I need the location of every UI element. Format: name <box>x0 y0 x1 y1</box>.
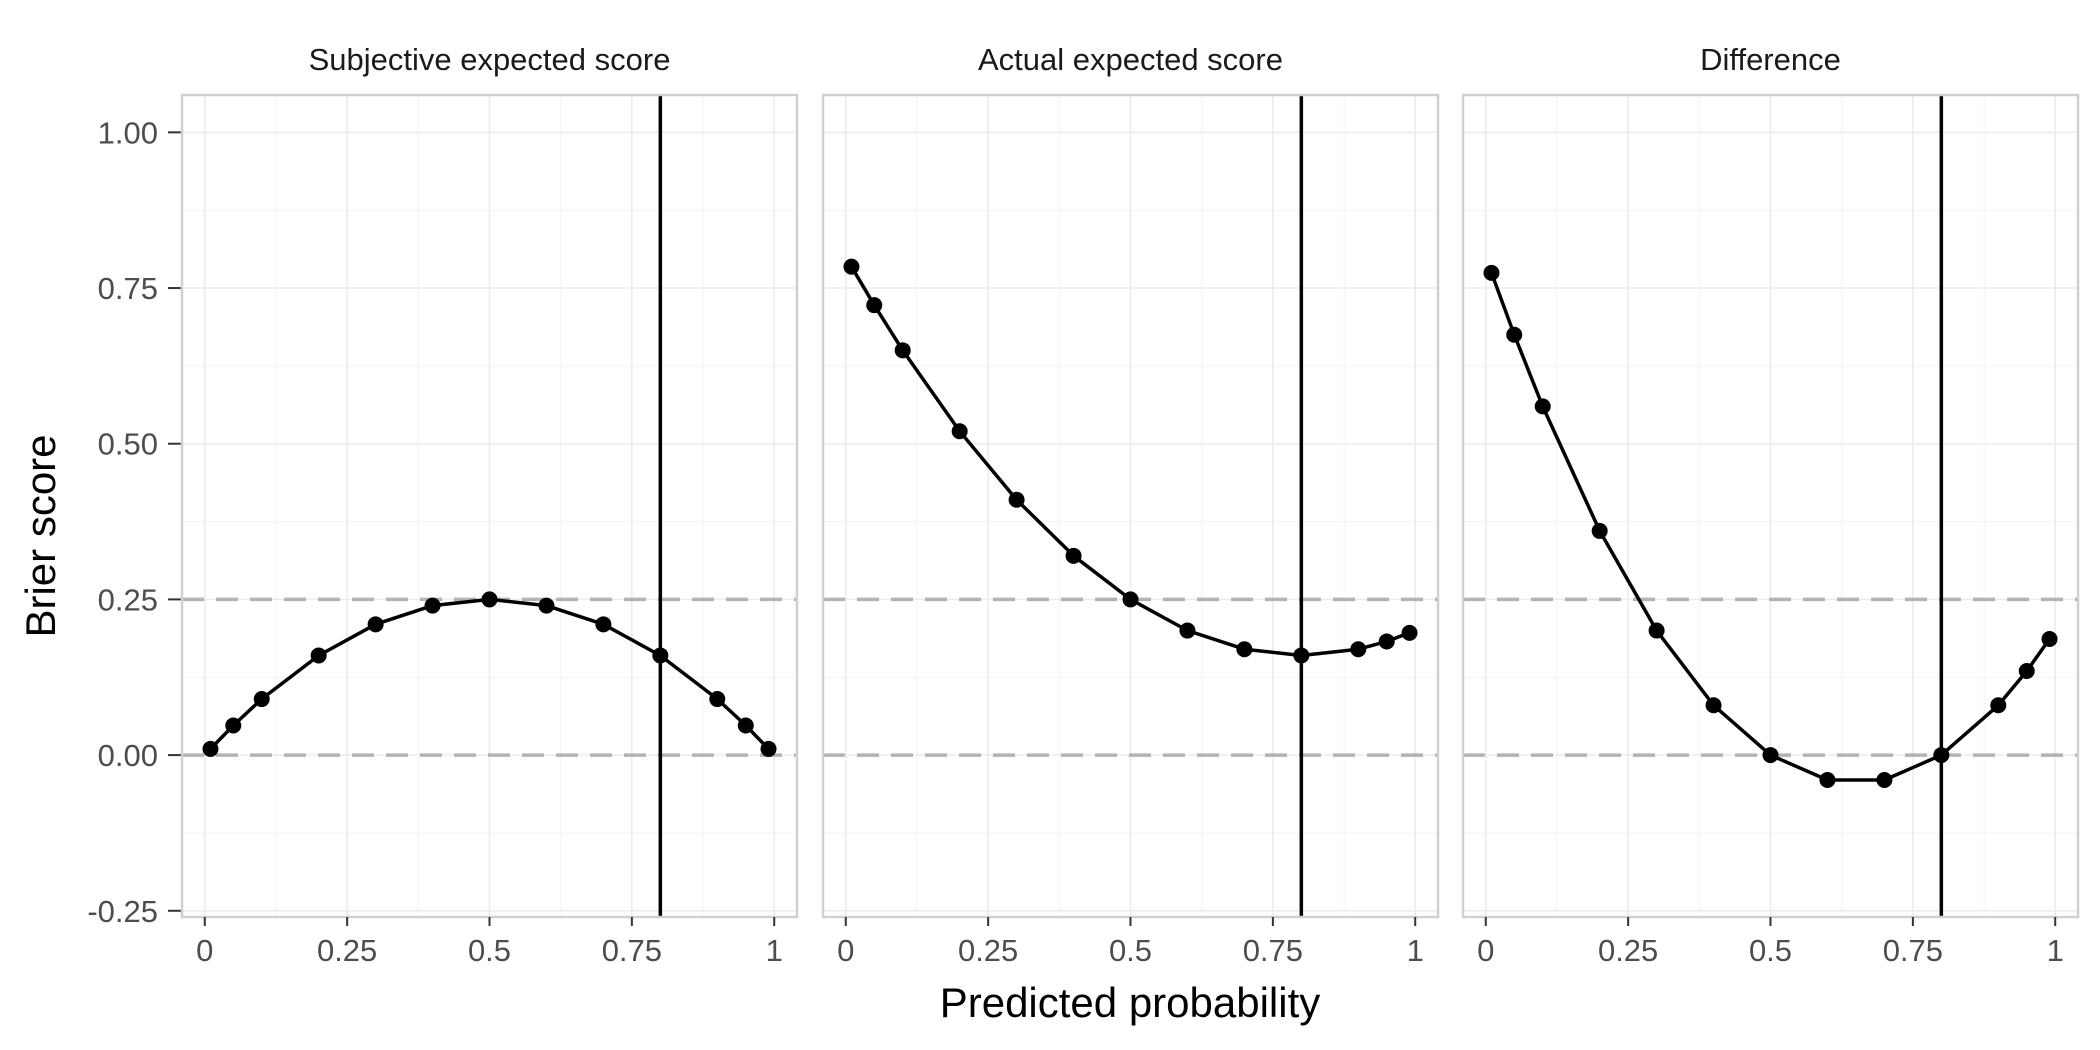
panel-title: Subjective expected score <box>309 42 671 77</box>
y-tick-label: -0.25 <box>87 894 158 929</box>
data-point <box>709 691 726 708</box>
data-point <box>367 616 384 633</box>
data-point <box>1933 747 1950 764</box>
data-point <box>1705 697 1722 714</box>
data-point <box>1065 547 1082 564</box>
x-tick-label: 0.25 <box>1598 933 1658 968</box>
y-tick-label: 0.50 <box>98 427 158 462</box>
data-point <box>1483 264 1500 281</box>
x-axis-title: Predicted probability <box>940 979 1321 1026</box>
data-point <box>253 691 270 708</box>
data-point <box>1762 747 1779 764</box>
x-tick-label: 0 <box>196 933 213 968</box>
panel-title: Difference <box>1700 42 1841 77</box>
x-tick-label: 1 <box>1407 933 1424 968</box>
x-tick-label: 1 <box>766 933 783 968</box>
data-point <box>1008 491 1025 508</box>
data-point <box>652 647 669 664</box>
data-point <box>424 597 441 614</box>
data-point <box>894 342 911 359</box>
panel: Subjective expected score 0 0.25 0.5 0.75 1 <box>180 42 799 968</box>
x-tick-label: 0.25 <box>958 933 1018 968</box>
x-tick-label: 0.5 <box>1749 933 1792 968</box>
data-point <box>1122 591 1139 608</box>
data-point <box>843 258 860 275</box>
panel: Difference 0 0.25 0.5 0.75 1 <box>1461 42 2080 968</box>
panel: Actual expected score 0 0.25 0.5 0.75 1 <box>821 42 1440 968</box>
panel-title: Actual expected score <box>978 42 1283 77</box>
data-point <box>1401 624 1418 641</box>
data-point <box>2041 631 2058 648</box>
data-point <box>760 740 777 757</box>
x-tick-label: 0.75 <box>1883 933 1943 968</box>
x-tick-label: 0.25 <box>317 933 377 968</box>
data-point <box>1506 326 1523 343</box>
data-point <box>202 740 219 757</box>
data-point <box>1648 622 1665 639</box>
x-tick-label: 1 <box>2047 933 2064 968</box>
data-point <box>225 717 242 734</box>
data-point <box>1876 772 1893 788</box>
y-tick-label: 1.00 <box>98 115 158 150</box>
data-point <box>481 591 498 608</box>
y-tick-label: 0.00 <box>98 738 158 773</box>
y-axis-title: Brier score <box>17 434 64 637</box>
data-point <box>1534 398 1551 415</box>
data-point <box>1236 641 1253 658</box>
data-point <box>1179 622 1196 639</box>
data-point <box>951 423 968 440</box>
data-point <box>1378 633 1395 650</box>
data-point <box>2018 663 2035 680</box>
data-point <box>866 297 883 314</box>
data-point <box>1591 522 1608 539</box>
data-point <box>1819 772 1836 788</box>
y-tick-label: 0.25 <box>98 582 158 617</box>
data-point <box>737 717 754 734</box>
data-point <box>538 597 555 614</box>
x-tick-label: 0.75 <box>1243 933 1303 968</box>
data-point <box>1350 641 1367 658</box>
data-point <box>595 616 612 633</box>
x-tick-label: 0.5 <box>468 933 511 968</box>
x-tick-label: 0 <box>837 933 854 968</box>
data-point <box>1990 697 2007 714</box>
y-tick-label: 0.75 <box>98 271 158 306</box>
x-tick-label: 0.5 <box>1109 933 1152 968</box>
x-tick-label: 0.75 <box>602 933 662 968</box>
x-tick-label: 0 <box>1477 933 1494 968</box>
data-point <box>1293 647 1310 664</box>
data-point <box>310 647 327 664</box>
